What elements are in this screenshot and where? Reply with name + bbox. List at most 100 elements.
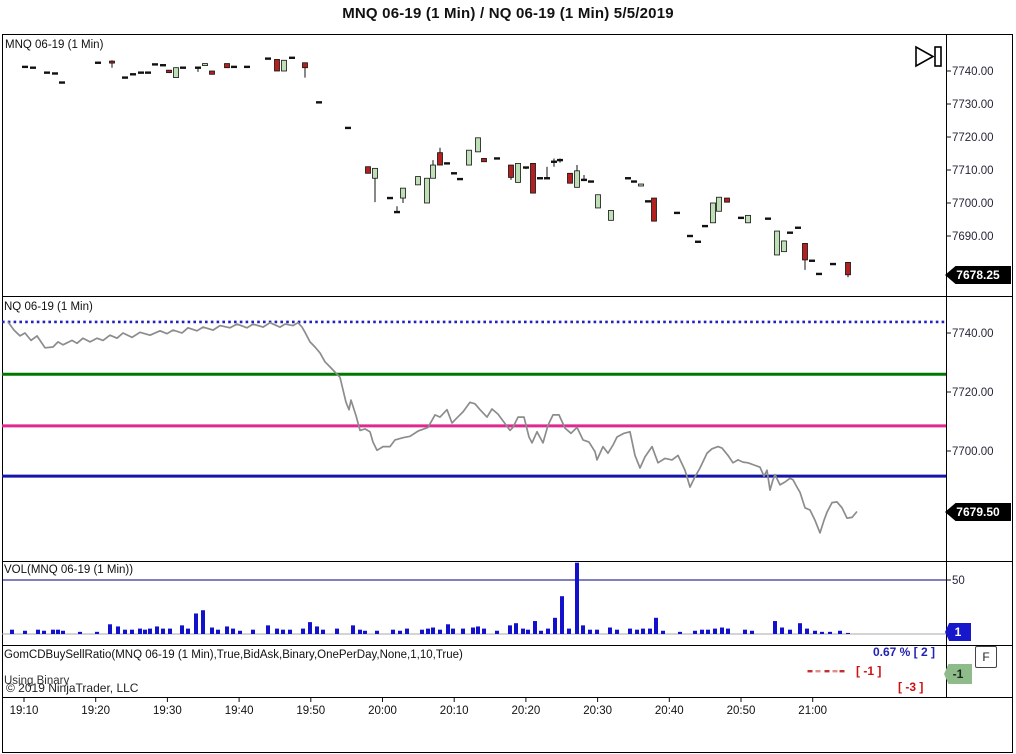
volume-bar <box>539 630 543 634</box>
gom-readout-mid: [ -1 ] <box>856 664 882 678</box>
candle-down <box>567 172 573 184</box>
volume-bar <box>521 628 525 634</box>
volume-bar <box>95 631 99 634</box>
axis-tick-label: 7700.00 <box>952 446 994 458</box>
volume-bar <box>315 626 319 634</box>
volume-bar <box>231 628 235 634</box>
candle-down <box>530 162 536 194</box>
candle-flat <box>695 240 701 243</box>
volume-bar <box>216 629 220 634</box>
time-axis-label: 19:10 <box>10 705 39 717</box>
volume-bar <box>661 630 665 634</box>
candle-up <box>424 177 430 204</box>
volume-bar <box>238 630 242 634</box>
candle-up <box>415 176 421 186</box>
volume-bar <box>693 630 697 634</box>
candle-flat <box>122 76 128 79</box>
volume-bar <box>798 623 802 634</box>
volume-bar <box>726 628 730 634</box>
last-price-tag-mnq: 7678.25 <box>945 266 1011 284</box>
volume-bar <box>251 629 255 634</box>
candle-down <box>302 62 308 69</box>
panel-label-price: MNQ 06-19 (1 Min) <box>5 39 104 51</box>
axis-tick-label: 7740.00 <box>952 328 994 340</box>
gom-readout-low: [ -3 ] <box>898 680 924 694</box>
candle-flat <box>345 126 351 130</box>
candle-flat <box>44 71 50 74</box>
volume-bar <box>595 629 599 634</box>
volume-bar <box>533 621 537 634</box>
axis-tick-label: 50 <box>952 575 965 587</box>
volume-bar <box>161 628 165 634</box>
volume-bar <box>391 629 395 634</box>
volume-bar <box>375 630 379 634</box>
volume-bar <box>42 630 46 634</box>
volume-bar <box>210 627 214 634</box>
volume-bar <box>116 626 120 634</box>
volume-bar <box>526 629 530 634</box>
volume-bar <box>225 626 229 634</box>
volume-bar <box>608 627 612 634</box>
candle-flat <box>52 72 58 75</box>
volume-bar <box>828 631 832 634</box>
gom-point <box>832 670 838 673</box>
f-button[interactable]: F <box>975 646 997 668</box>
candle-flat <box>537 177 543 180</box>
candle-down <box>166 69 172 74</box>
time-axis-label: 19:50 <box>296 705 325 717</box>
candle-flat <box>787 231 793 234</box>
volume-bar <box>743 629 747 634</box>
volume-bar <box>23 630 27 634</box>
candle-up <box>281 59 287 72</box>
candle-flat <box>265 57 271 60</box>
volume-bar <box>560 596 564 634</box>
last-price-tag-nq: 7679.50 <box>945 503 1011 521</box>
candle-up <box>430 164 436 179</box>
volume-bar <box>461 628 465 634</box>
candle-flat <box>551 160 557 163</box>
candle-flat <box>765 217 771 220</box>
volume-bar <box>780 627 784 634</box>
volume-bar <box>426 628 430 634</box>
axis-tick-label: 7720.00 <box>952 387 994 399</box>
volume-bar <box>546 628 550 634</box>
candle-up <box>638 183 644 187</box>
axis-tick-label: 7730.00 <box>952 99 994 111</box>
nq-line-series <box>7 321 858 534</box>
axis-tick-label: 7710.00 <box>952 165 994 177</box>
volume-bar <box>773 621 777 634</box>
volume-bar <box>155 626 159 634</box>
volume-bar <box>10 629 14 634</box>
candle-up <box>173 67 179 78</box>
candle-flat <box>244 65 250 69</box>
volume-bar <box>553 617 557 634</box>
candle-up <box>774 230 780 256</box>
volume-bar <box>581 625 585 634</box>
candle-flat <box>830 262 836 266</box>
candle-up <box>595 194 601 209</box>
time-axis-label: 20:30 <box>583 705 612 717</box>
volume-bar <box>123 629 127 634</box>
gom-point <box>807 670 813 673</box>
volume-bar <box>750 630 754 634</box>
candle-down <box>651 197 657 222</box>
candle-flat <box>180 66 186 69</box>
volume-bar <box>476 626 480 634</box>
volume-bar <box>846 632 850 634</box>
candle-flat <box>795 226 801 229</box>
time-axis-label: 20:40 <box>655 705 684 717</box>
volume-bar <box>514 623 518 634</box>
volume-bar <box>451 628 455 634</box>
volume-bar <box>446 624 450 634</box>
candle-flat <box>581 178 587 182</box>
candle-flat <box>645 200 651 203</box>
candle-down <box>365 166 371 174</box>
go-to-end-icon[interactable] <box>915 45 942 68</box>
candle-up <box>574 170 580 188</box>
volume-bar <box>194 613 198 634</box>
candle-flat <box>631 180 637 183</box>
chart-title: MNQ 06-19 (1 Min) / NQ 06-19 (1 Min) 5/5… <box>342 5 674 22</box>
time-axis-label: 20:00 <box>368 705 397 717</box>
